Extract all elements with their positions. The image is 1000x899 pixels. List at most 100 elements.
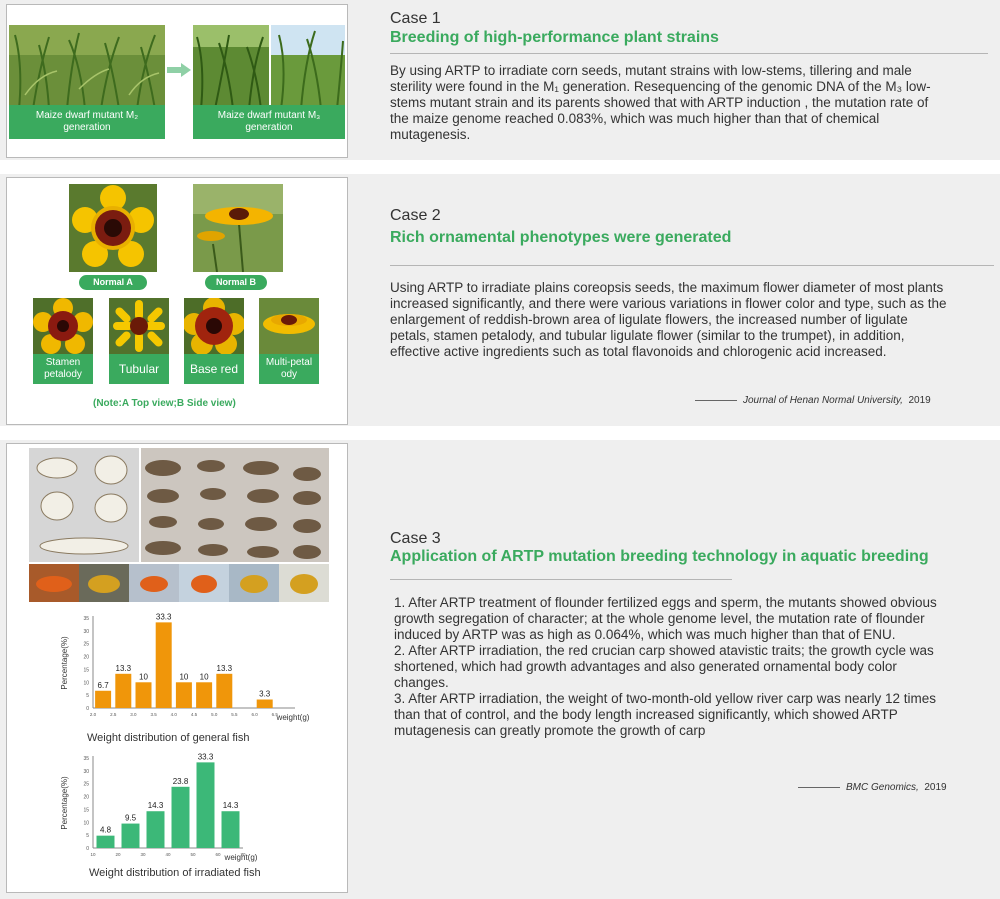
caption-m2-text: Maize dwarf mutant M₂ generation xyxy=(35,110,139,133)
citation-dash xyxy=(695,399,737,401)
chart-bar xyxy=(146,811,165,848)
chart-bar xyxy=(135,682,152,708)
flower-tubular xyxy=(109,298,169,354)
case2-body: Using ARTP to irradiate plains coreopsis… xyxy=(390,280,947,359)
x-tick-label: 70 xyxy=(240,852,246,857)
y-tick-label: 20 xyxy=(83,655,89,661)
case2-image-box: Normal A Normal B Stamen petalody Tubula… xyxy=(6,177,348,425)
y-axis-label: Percentage(%) xyxy=(60,636,69,690)
case3-rule xyxy=(390,579,732,580)
y-axis-label: Percentage(%) xyxy=(60,776,69,830)
x-tick-label: 40 xyxy=(165,852,171,857)
x-tick-label: 5.0 xyxy=(211,712,218,717)
case3-para-1: 1. After ARTP treatment of flounder fert… xyxy=(394,595,937,642)
x-tick-label: 6.0 xyxy=(251,712,258,717)
label-multi-petalody: Multi-petal ody xyxy=(259,354,319,384)
chart-general-title: Weight distribution of general fish xyxy=(87,732,250,744)
x-axis-label: weight(g) xyxy=(276,713,310,722)
bar-value-label: 6.7 xyxy=(98,681,110,690)
case2-citation-year: 2019 xyxy=(908,395,931,406)
case3-citation: BMC Genomics, 2019 xyxy=(798,782,947,793)
y-tick-label: 30 xyxy=(83,769,89,775)
bar-value-label: 3.3 xyxy=(259,690,271,699)
y-tick-label: 10 xyxy=(83,680,89,686)
case3-para-3: 3. After ARTP irradiation, the weight of… xyxy=(394,691,936,738)
bar-value-label: 23.8 xyxy=(173,777,189,786)
label-tubular: Tubular xyxy=(109,354,169,384)
case3-citation-text: BMC Genomics, xyxy=(846,782,919,793)
chart-bar xyxy=(171,786,190,848)
maize-m3-photo-2 xyxy=(271,25,345,109)
bar-value-label: 13.3 xyxy=(116,664,132,673)
flower-base-red xyxy=(184,298,244,354)
crucian-carp-photo xyxy=(29,564,329,602)
chart-bar xyxy=(221,811,240,848)
bar-value-label: 10 xyxy=(179,672,188,681)
x-tick-label: 4.5 xyxy=(191,712,198,717)
flower-stamen-petalody xyxy=(33,298,93,354)
case3-para-2: 2. After ARTP irradiation, the red cruci… xyxy=(394,643,934,690)
chart-bar xyxy=(115,673,132,708)
y-tick-label: 15 xyxy=(83,807,89,813)
label-normal-a: Normal A xyxy=(79,275,147,290)
case1-title: Breeding of high-performance plant strai… xyxy=(390,29,719,46)
y-tick-label: 25 xyxy=(83,642,89,648)
citation-dash xyxy=(798,786,840,788)
x-tick-label: 5.5 xyxy=(231,712,238,717)
y-tick-label: 10 xyxy=(83,820,89,826)
flower-normal-a xyxy=(69,184,157,272)
y-tick-label: 20 xyxy=(83,795,89,801)
chart-irradiated-fish: 0 5 10 15 20 25 30 35 Percentage(%) 10 20 30 40 50 60 7… xyxy=(60,752,258,862)
maize-m2-photo xyxy=(9,25,165,109)
case1-image-box: Maize dwarf mutant M₂ generation Maize d… xyxy=(6,4,348,158)
chart-bar xyxy=(121,823,140,848)
y-tick-label: 0 xyxy=(86,846,89,852)
y-tick-label: 30 xyxy=(83,629,89,635)
case1-rule xyxy=(390,53,988,54)
x-tick-label: 3.5 xyxy=(150,712,157,717)
chart-bar xyxy=(155,622,172,708)
caption-m2: Maize dwarf mutant M₂ generation xyxy=(9,105,165,139)
case2-title: Rich ornamental phenotypes were generate… xyxy=(390,229,732,246)
bar-value-label: 10 xyxy=(200,672,209,681)
bar-value-label: 33.3 xyxy=(156,612,172,621)
y-tick-label: 35 xyxy=(83,616,89,622)
x-tick-label: 30 xyxy=(140,852,146,857)
x-tick-label: 4.0 xyxy=(171,712,178,717)
chart-bar xyxy=(196,762,215,848)
chart-bar xyxy=(216,673,233,708)
y-tick-label: 15 xyxy=(83,667,89,673)
bar-value-label: 10 xyxy=(139,672,148,681)
chart-bar xyxy=(256,699,273,708)
label-stamen-petalody: Stamen petalody xyxy=(33,354,93,384)
bar-value-label: 33.3 xyxy=(198,752,214,761)
x-tick-label: 2.0 xyxy=(90,712,97,717)
bar-value-label: 4.8 xyxy=(100,826,112,835)
chart-bar xyxy=(96,835,115,848)
chart-irradiated-title: Weight distribution of irradiated fish xyxy=(89,867,261,879)
x-tick-label: 60 xyxy=(215,852,221,857)
caption-m3: Maize dwarf mutant M₃ generation xyxy=(193,105,345,139)
case2-label: Case 2 xyxy=(390,207,441,224)
case2-citation-text: Journal of Henan Normal University, xyxy=(743,395,903,406)
chart-bar xyxy=(95,690,112,708)
label-base-red: Base red xyxy=(184,354,244,384)
x-tick-label: 20 xyxy=(115,852,121,857)
bar-value-label: 9.5 xyxy=(125,814,137,823)
case3-label: Case 3 xyxy=(390,530,441,547)
arrow-icon xyxy=(167,63,191,77)
bar-value-label: 13.3 xyxy=(217,664,233,673)
maize-m3-photo xyxy=(193,25,269,109)
flower-multi-petalody xyxy=(259,298,319,354)
x-axis-label: weight(g) xyxy=(224,853,258,862)
case1-body: By using ARTP to irradiate corn seeds, m… xyxy=(390,63,931,142)
chart-general-fish: 0 5 10 15 20 25 30 35 Percentage(%) 2.0 2.5 3.0 3.5 4… xyxy=(60,612,310,722)
flounder-adults-photo xyxy=(141,448,329,562)
case3-body: 1. After ARTP treatment of flounder fert… xyxy=(394,595,949,739)
x-tick-label: 6.5 xyxy=(272,712,279,717)
x-tick-label: 2.5 xyxy=(110,712,117,717)
y-tick-label: 0 xyxy=(86,706,89,712)
case1-label: Case 1 xyxy=(390,10,441,27)
y-tick-label: 25 xyxy=(83,782,89,788)
x-tick-label: 3.0 xyxy=(130,712,137,717)
